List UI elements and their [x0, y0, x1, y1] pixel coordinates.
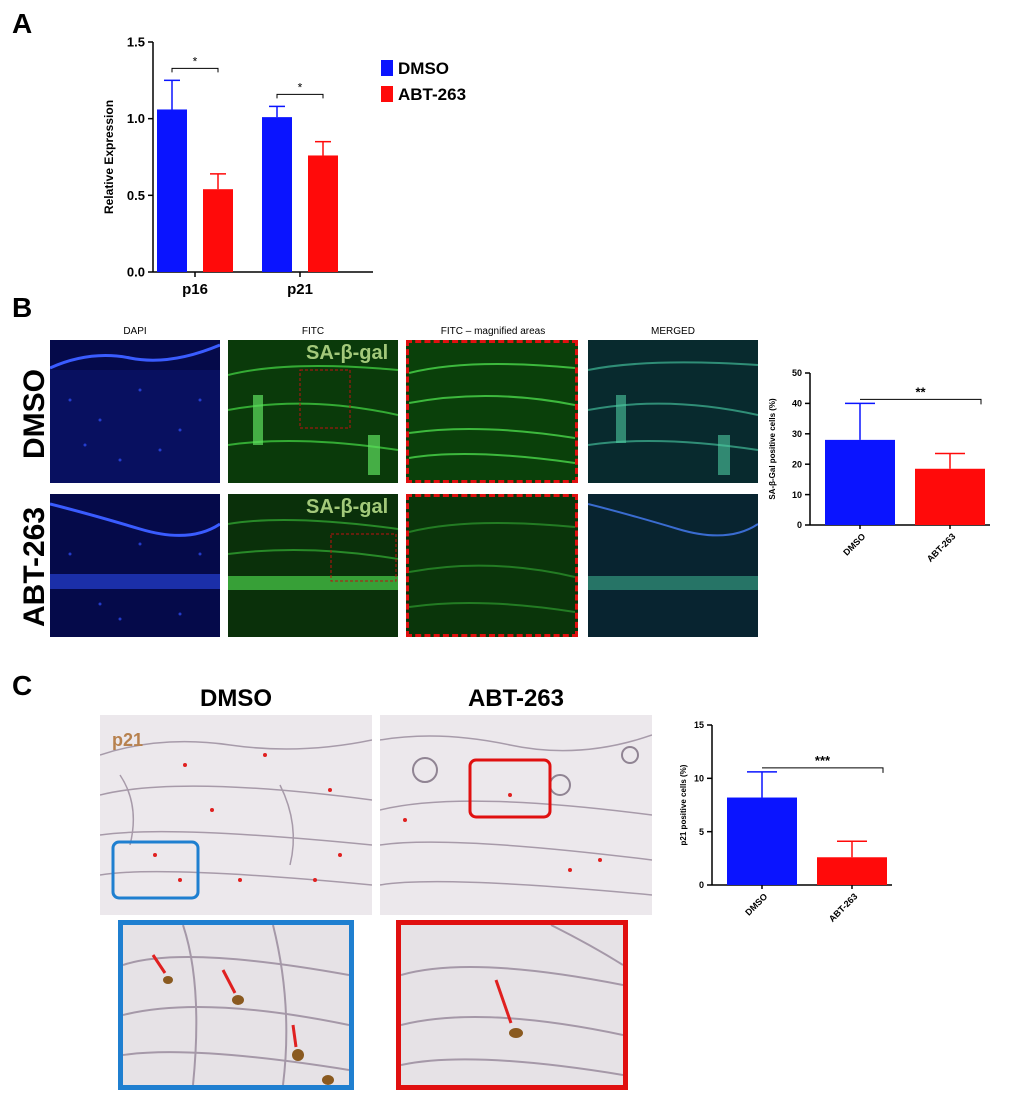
- histology-abt-zoom-image: [396, 920, 628, 1090]
- x-tick-label: ABT-263: [925, 531, 958, 564]
- row-label-abt: ABT-263: [18, 506, 51, 627]
- y-tick-label: 0: [699, 880, 704, 890]
- chart-c: 0 5 10 15 p21 positive cells (%) DMSO ABT-263 *…: [679, 720, 892, 924]
- bar-abt-263: [203, 189, 233, 272]
- dapi-abt-image: [50, 494, 220, 637]
- bar-dmso: [727, 797, 797, 885]
- bar-abt-263: [308, 155, 338, 272]
- x-tick-label: p16: [182, 281, 208, 298]
- y-axis-label: Relative Expression: [102, 100, 116, 214]
- panel-letter-b: B: [12, 292, 33, 323]
- bar-dmso: [825, 439, 895, 525]
- y-tick-label: 0.0: [127, 265, 145, 280]
- significance-marker: *: [193, 54, 198, 68]
- legend-label-abt-263: ABT-263: [398, 85, 466, 104]
- dapi-dmso-image: [50, 340, 220, 483]
- significance-bracket: [762, 767, 884, 773]
- sa-beta-gal-label-dmso: SA-β-gal: [306, 342, 389, 364]
- significance-bracket: [276, 93, 324, 99]
- histology-abt-image: [380, 715, 652, 915]
- y-tick-label: 10: [694, 773, 704, 783]
- fitc-magnified-dmso-image: [406, 340, 578, 483]
- y-tick-label: 15: [694, 720, 704, 730]
- col-title-fitc: FITC: [301, 326, 325, 337]
- y-tick-label: 1.5: [127, 35, 145, 50]
- significance-bracket: [171, 67, 219, 73]
- fitc-dmso-image: [228, 340, 398, 483]
- bar-dmso: [262, 117, 292, 272]
- significance-marker: ***: [815, 753, 831, 768]
- panel-letter-a: A: [12, 8, 33, 39]
- row-label-dmso: DMSO: [18, 369, 51, 459]
- bar-dmso: [157, 109, 187, 272]
- significance-marker: *: [298, 80, 303, 94]
- y-tick-label: 40: [792, 399, 802, 409]
- y-tick-label: 0.5: [127, 188, 145, 203]
- y-tick-label: 30: [792, 429, 802, 439]
- bar-abt-263: [915, 468, 985, 525]
- y-tick-label: 10: [792, 490, 802, 500]
- legend-swatch-abt-263: [381, 86, 393, 102]
- fitc-magnified-abt-image: [406, 494, 578, 637]
- c-title-abt: ABT-263: [467, 685, 565, 712]
- merged-dmso-image: [588, 340, 758, 483]
- bar-abt-263: [817, 857, 887, 885]
- chart-a: 0.0 0.5 1.0 1.5 Relative Expression p16 * p21 * D…: [102, 35, 466, 298]
- y-tick-label: 5: [699, 827, 704, 837]
- histology-dmso-zoom-image: [118, 920, 354, 1090]
- legend-swatch-dmso: [381, 60, 393, 76]
- y-tick-label: 1.0: [127, 111, 145, 126]
- x-tick-label: DMSO: [743, 891, 769, 917]
- y-tick-label: 50: [792, 368, 802, 378]
- significance-marker: **: [915, 384, 926, 399]
- y-tick-label: 20: [792, 459, 802, 469]
- y-axis-label: SA-β-Gal positive cells (%): [768, 398, 777, 500]
- sa-beta-gal-label-abt: SA-β-gal: [306, 496, 389, 518]
- y-tick-label: 0: [797, 520, 802, 530]
- significance-bracket: [860, 398, 982, 405]
- y-axis-label: p21 positive cells (%): [679, 764, 688, 845]
- x-tick-label: p21: [287, 281, 313, 298]
- legend-label-dmso: DMSO: [398, 59, 449, 78]
- histology-dmso-image: [100, 715, 372, 915]
- c-title-dmso: DMSO: [200, 685, 272, 712]
- col-title-merged: MERGED: [651, 326, 695, 337]
- col-title-fitc-magnified: FITC – magnified areas: [440, 326, 546, 337]
- x-tick-label: DMSO: [841, 531, 867, 557]
- x-tick-label: ABT-263: [827, 891, 860, 924]
- chart-b: 0 10 20 30 40 50 SA-β-Gal positive cells (%) DM…: [768, 368, 990, 564]
- merged-abt-image: [588, 494, 758, 637]
- fitc-abt-image: [228, 494, 398, 637]
- col-title-dapi: DAPI: [123, 326, 147, 337]
- p21-stain-label: p21: [112, 730, 144, 750]
- panel-letter-c: C: [12, 670, 33, 701]
